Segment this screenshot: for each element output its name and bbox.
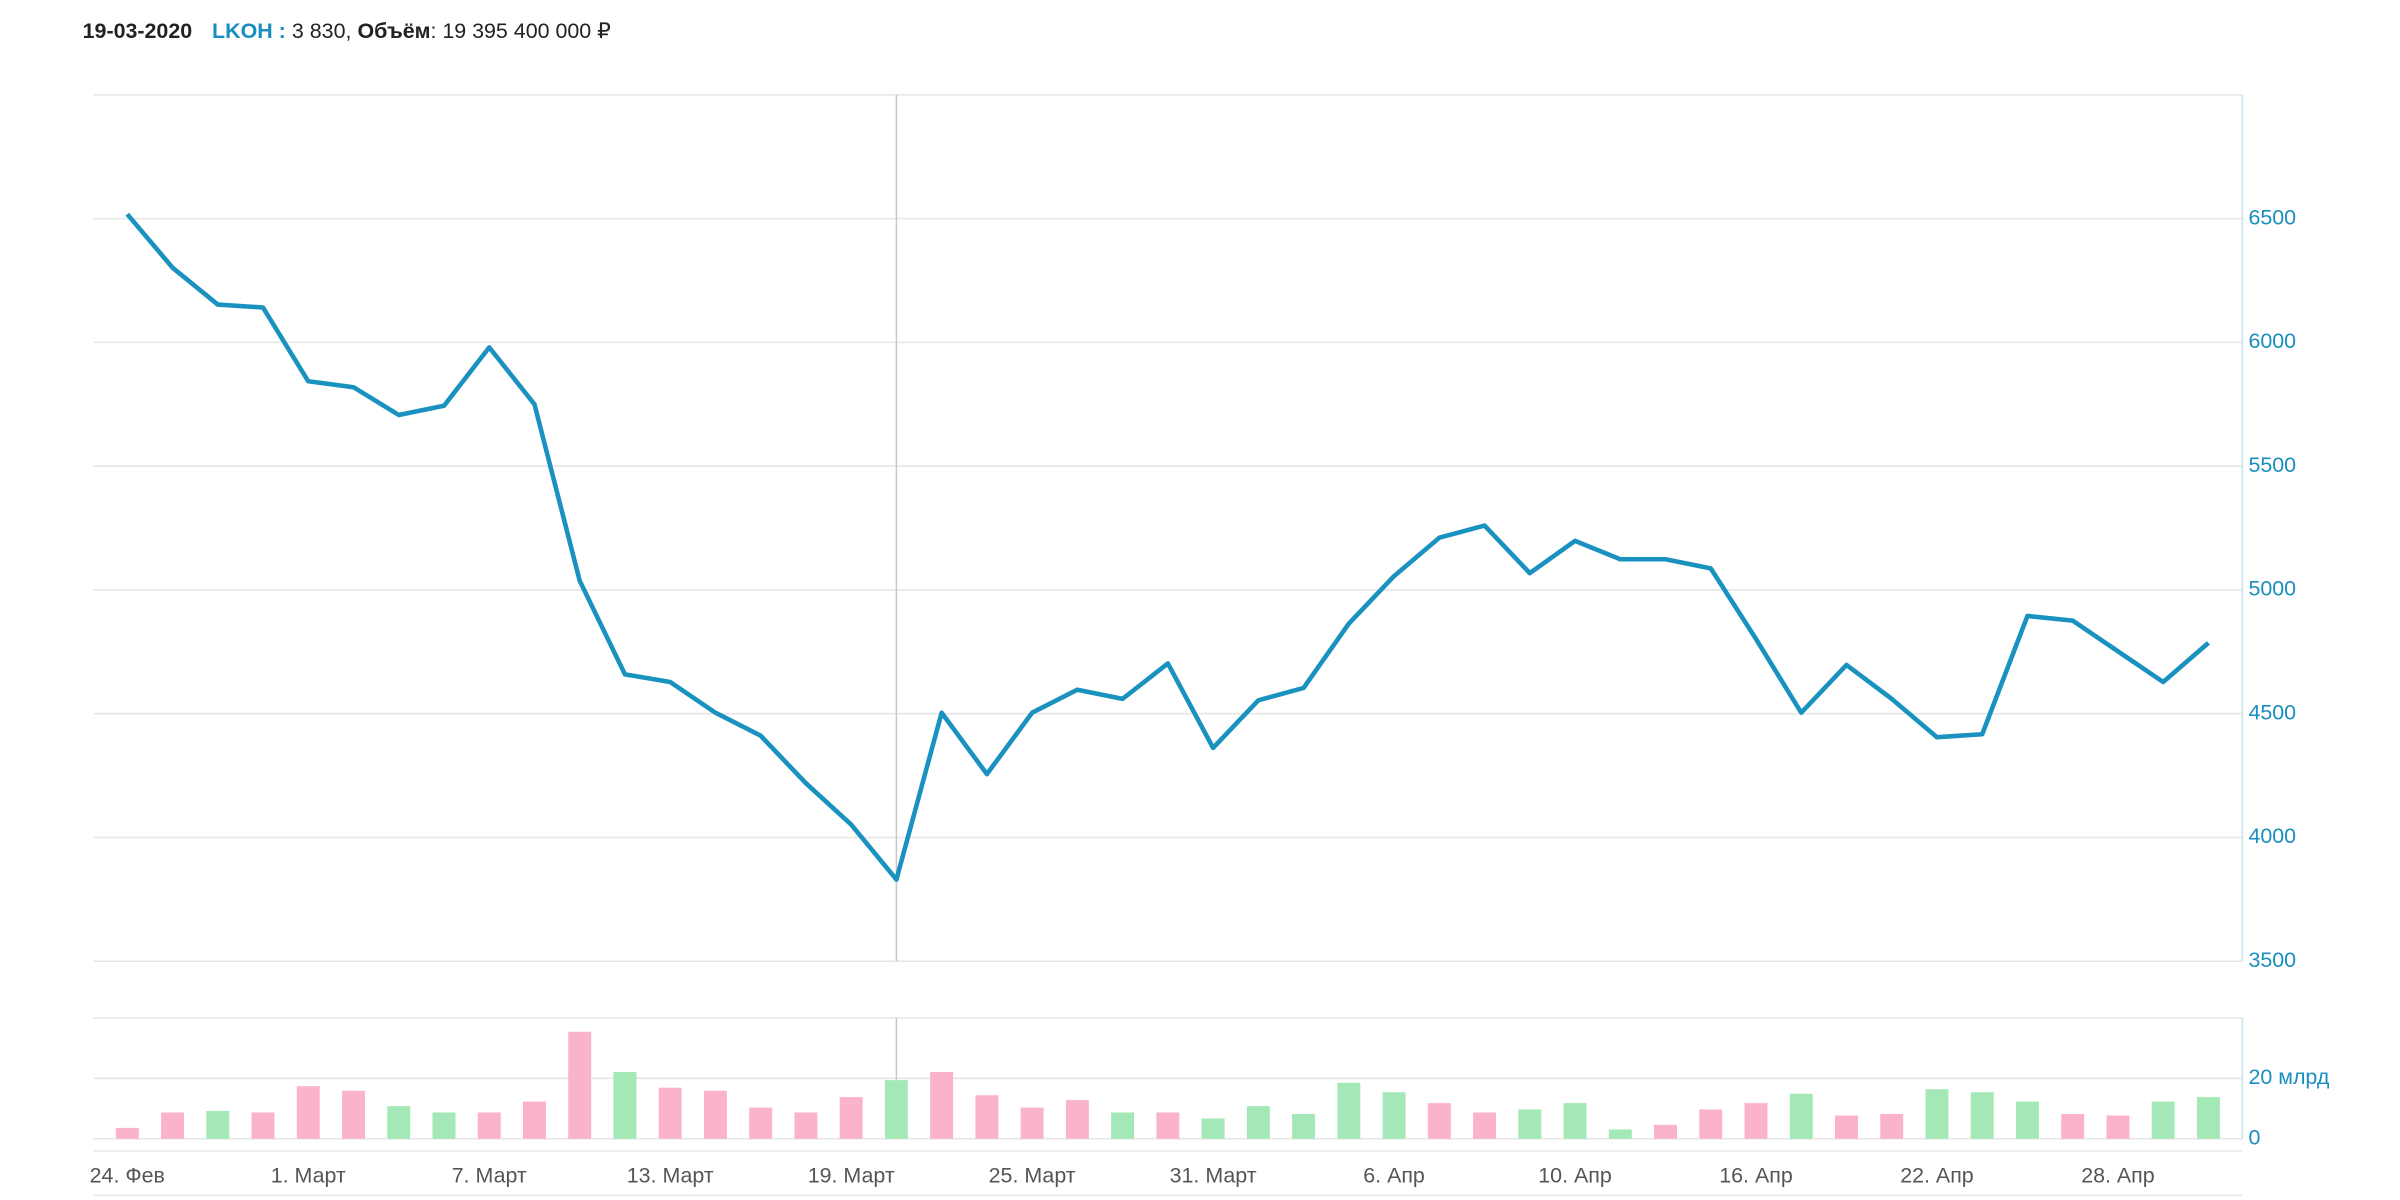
volume-bar xyxy=(1608,1129,1632,1139)
header-ticker: LKOH : xyxy=(212,19,286,43)
volume-bar xyxy=(568,1031,592,1139)
volume-bar xyxy=(1925,1089,1949,1139)
volume-bar xyxy=(342,1090,365,1139)
header: 19-03-2020 LKOH :3 830, Объём: 19 395 400 … xyxy=(83,19,611,43)
volume-bar xyxy=(1654,1124,1677,1139)
volume-bar xyxy=(1065,1100,1089,1139)
x-tick-label: 22. Апр xyxy=(1900,1164,1973,1188)
volume-bar xyxy=(1246,1106,1270,1139)
volume-bar xyxy=(1156,1112,1180,1139)
x-tick-label: 13. Март xyxy=(627,1164,714,1188)
x-tick-label: 24. Фев xyxy=(90,1164,165,1188)
volume-bar xyxy=(1970,1092,1994,1139)
x-tick-label: 6. Апр xyxy=(1363,1164,1425,1188)
volume-bar xyxy=(477,1112,501,1139)
y-tick-label: 3500 xyxy=(2248,948,2296,972)
x-tick-label: 19. Март xyxy=(808,1164,895,1188)
volume-bar xyxy=(387,1106,411,1139)
volume-bar xyxy=(432,1112,456,1139)
volume-bar xyxy=(2151,1101,2175,1139)
volume-bar xyxy=(1518,1109,1542,1139)
header-date: 19-03-2020 xyxy=(83,19,193,43)
volume-bar xyxy=(975,1095,999,1139)
volume-bar xyxy=(749,1107,773,1139)
volume-bar xyxy=(658,1087,682,1139)
x-tick-label: 16. Апр xyxy=(1719,1164,1792,1188)
x-tick-label: 1. Март xyxy=(271,1164,346,1188)
y-tick-label: 5500 xyxy=(2248,453,2296,477)
volume-bar xyxy=(161,1112,185,1139)
volume-bar xyxy=(251,1112,275,1139)
header-volume-label: Объём xyxy=(358,19,431,43)
volume-bar xyxy=(1201,1118,1225,1139)
volume-bar xyxy=(930,1071,954,1139)
volume-bar xyxy=(115,1127,139,1139)
volume-bar xyxy=(1337,1082,1361,1139)
x-tick-label: 31. Март xyxy=(1170,1164,1257,1188)
volume-bar xyxy=(703,1090,727,1139)
volume-bar xyxy=(2106,1115,2130,1139)
x-tick-label: 28. Апр xyxy=(2081,1164,2154,1188)
volume-bar xyxy=(884,1080,908,1139)
volume-bar xyxy=(2061,1113,2085,1139)
volume-bar xyxy=(839,1097,863,1139)
y-tick-label: 6000 xyxy=(2248,329,2296,353)
header-volume: : 19 395 400 000 ₽ xyxy=(430,19,610,43)
y-tick-label: 20 млрд xyxy=(2248,1065,2329,1089)
volume-bar xyxy=(1020,1107,1044,1139)
y-tick-label: 5000 xyxy=(2248,577,2296,601)
y-tick-label: 6500 xyxy=(2248,205,2296,229)
volume-bar xyxy=(296,1086,320,1139)
volume-bar xyxy=(522,1101,546,1139)
header-price: 3 830, xyxy=(292,19,352,43)
volume-bar xyxy=(2015,1101,2039,1139)
volume-bar xyxy=(1563,1103,1587,1139)
volume-bar xyxy=(1789,1093,1813,1139)
x-tick-label: 25. Март xyxy=(989,1164,1076,1188)
volume-bar xyxy=(1880,1113,1904,1139)
x-tick-label: 10. Апр xyxy=(1538,1164,1611,1188)
y-tick-label: 4000 xyxy=(2248,824,2296,848)
volume-bar xyxy=(1835,1115,1858,1139)
volume-bar xyxy=(794,1112,818,1139)
volume-bar xyxy=(613,1071,637,1139)
y-tick-label: 0 xyxy=(2248,1125,2260,1149)
volume-bar xyxy=(1699,1109,1723,1139)
volume-bar xyxy=(1744,1103,1768,1139)
volume-bar xyxy=(206,1110,230,1139)
volume-bar xyxy=(1111,1112,1135,1139)
x-tick-label: 7. Март xyxy=(452,1164,527,1188)
volume-bar xyxy=(1427,1103,1451,1139)
volume-bar xyxy=(2196,1097,2220,1139)
volume-bar xyxy=(1473,1112,1497,1139)
volume-bar xyxy=(1382,1092,1406,1139)
price-line xyxy=(125,212,2210,882)
y-tick-label: 4500 xyxy=(2248,700,2296,724)
volume-bar xyxy=(1292,1113,1316,1139)
